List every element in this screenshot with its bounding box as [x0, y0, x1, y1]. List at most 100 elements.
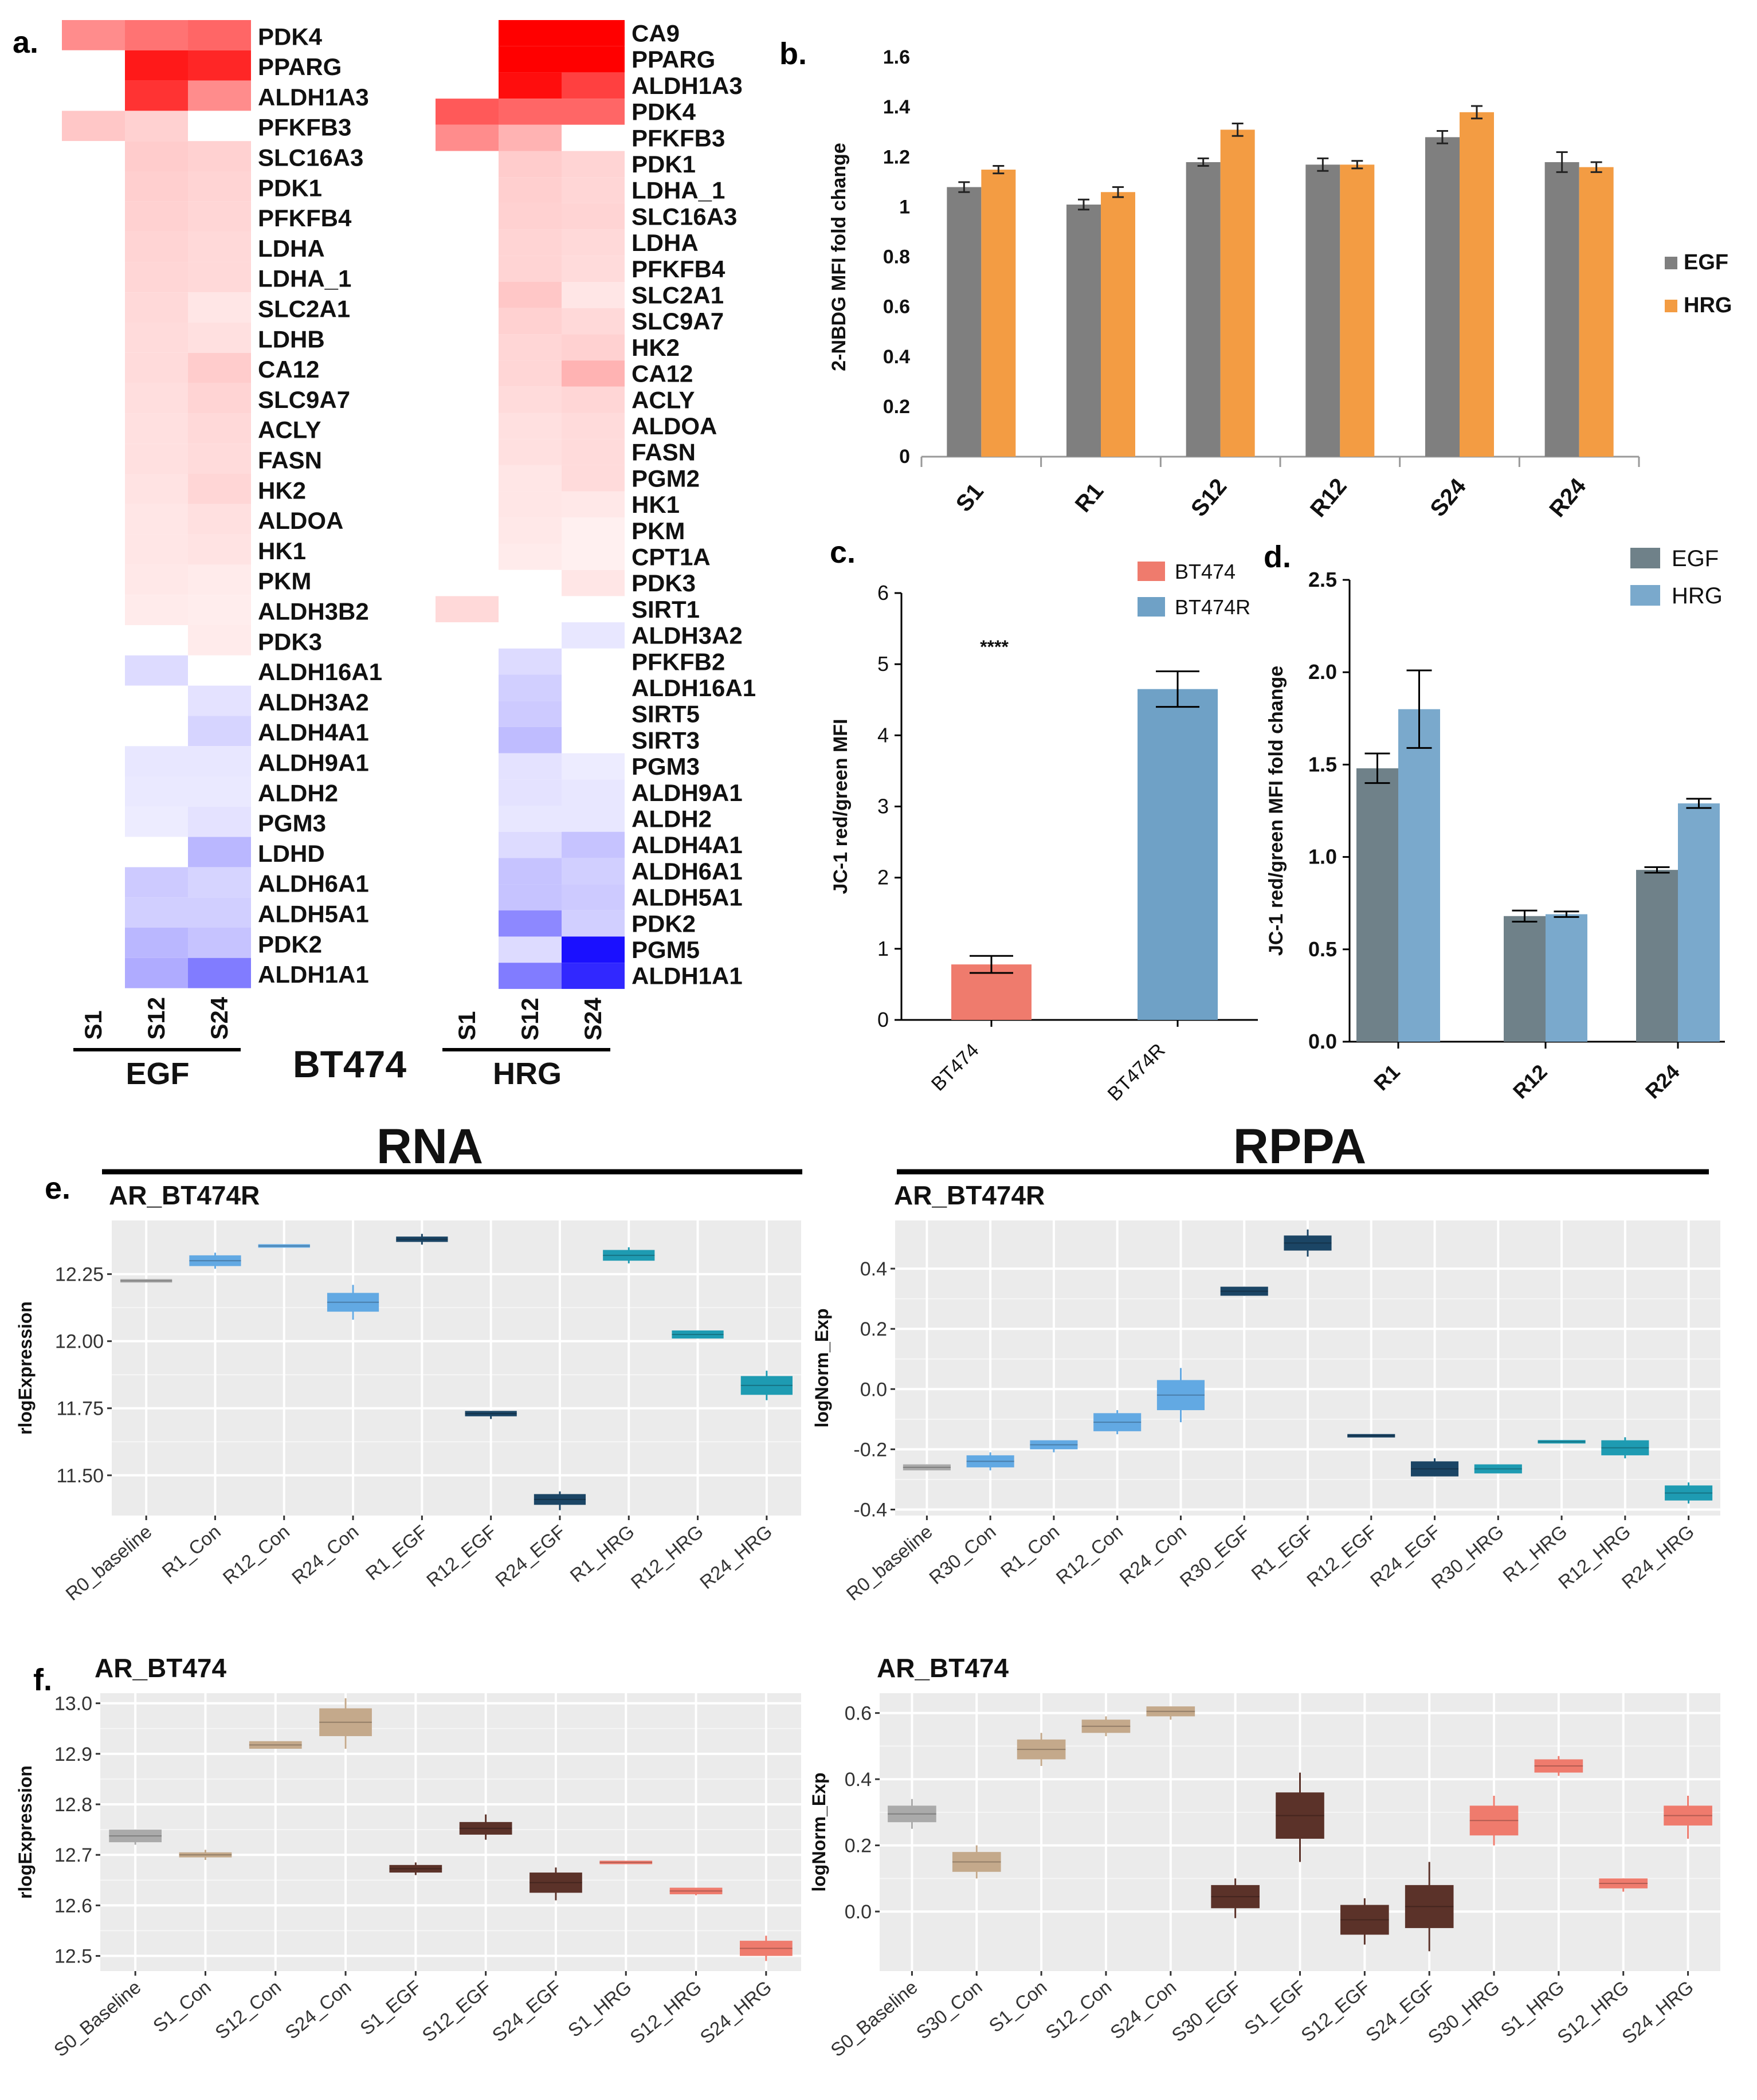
bar-egf	[1186, 162, 1221, 457]
box	[1093, 1413, 1142, 1431]
gene-label: SLC9A7	[258, 386, 350, 413]
heatmap-cell	[125, 746, 188, 776]
heatmap-cell	[125, 292, 188, 323]
gene-label: SIRT3	[632, 727, 700, 753]
heatmap-cell	[499, 413, 562, 439]
heatmap-cell	[436, 72, 499, 99]
box	[739, 1941, 793, 1956]
x-tick-label: S30_Con	[912, 1976, 986, 2043]
y-tick-label: 6	[877, 581, 889, 605]
heatmap-cell	[62, 957, 125, 988]
heatmap-cell	[62, 20, 125, 50]
gene-label: PDK1	[258, 174, 322, 201]
heatmap-cell	[436, 46, 499, 73]
x-tick-label: R12	[1508, 1060, 1552, 1104]
heatmap-cell	[62, 746, 125, 776]
x-tick-label: R12_EGF	[1303, 1521, 1380, 1591]
x-tick-label: S12_Con	[1041, 1976, 1115, 2043]
heatmap-cell	[436, 256, 499, 282]
x-tick-label: S0_Baseline	[50, 1976, 145, 2060]
gene-label: ALDH1A3	[258, 84, 369, 111]
gene-label: SLC16A3	[258, 144, 363, 171]
heatmap-cell	[436, 386, 499, 413]
heatmap-cell	[62, 595, 125, 625]
legend-label: EGF	[1684, 250, 1728, 274]
gene-label: ALDH3B2	[258, 598, 369, 625]
y-tick-label: 12.9	[54, 1744, 92, 1765]
x-tick-label: R1_EGF	[362, 1521, 432, 1584]
gene-label: ALDH9A1	[632, 779, 743, 806]
heatmap-cell	[562, 439, 625, 465]
chart-f-rppa: 0.00.20.40.6S0_BaselineS30_ConS1_ConS12_…	[809, 1653, 1720, 2060]
y-axis-label: 2-NBDG MFI fold change	[828, 143, 850, 371]
bar-hrg	[1460, 112, 1494, 457]
heatmap-cell	[125, 50, 188, 81]
heatmap-cell	[188, 685, 251, 716]
x-tick-label: R1	[1070, 478, 1109, 517]
heatmap-cell	[436, 124, 499, 151]
box	[459, 1822, 512, 1835]
heatmap-cell	[499, 282, 562, 308]
panel-label-b: b.	[779, 37, 807, 71]
y-tick-label: 0.0	[845, 1901, 872, 1923]
heatmap-cell	[562, 360, 625, 387]
y-tick-label: 0.2	[883, 396, 910, 418]
gene-label: PGM5	[632, 936, 700, 963]
gene-label: PDK3	[258, 628, 322, 655]
heatmap-cell	[62, 201, 125, 232]
heatmap-column-label: S12	[516, 998, 543, 1041]
panel-label-a: a.	[13, 25, 38, 60]
heatmap-cell	[562, 413, 625, 439]
x-tick-label: S12_EGF	[418, 1976, 495, 2046]
gene-label: HK1	[258, 537, 306, 564]
gene-label: SLC2A1	[632, 281, 724, 308]
y-axis-label: logNorm_Exp	[809, 1772, 829, 1891]
heatmap-cell	[562, 884, 625, 910]
box	[1469, 1805, 1519, 1836]
heatmap-cell	[125, 111, 188, 142]
box	[1220, 1286, 1268, 1296]
box	[1276, 1792, 1324, 1839]
gene-label: ALDH4A1	[632, 831, 743, 858]
y-tick-label: 5	[877, 652, 889, 676]
heatmap-cell	[125, 262, 188, 293]
gene-label: CA12	[258, 356, 319, 383]
bar-egf	[1425, 137, 1460, 457]
box	[1156, 1380, 1205, 1411]
heatmap-cell	[125, 625, 188, 655]
y-tick-label: 2	[877, 866, 889, 889]
heatmap-column-label: S24	[579, 998, 606, 1041]
gene-label: PDK1	[632, 151, 696, 178]
x-tick-label: S1_Con	[985, 1976, 1050, 2036]
heatmap-cell	[436, 648, 499, 675]
gene-label: ALDH5A1	[258, 900, 369, 927]
panel-label-e: e.	[45, 1171, 70, 1206]
bar-hrg	[1546, 914, 1587, 1042]
heatmap-cell	[436, 203, 499, 230]
x-tick-label: S24_Con	[1106, 1976, 1180, 2043]
heatmap-cell	[562, 491, 625, 518]
heatmap-cell	[62, 413, 125, 444]
box	[599, 1860, 653, 1865]
heatmap-cell	[436, 753, 499, 780]
chart-title: AR_BT474	[95, 1653, 227, 1683]
heatmap-cell	[562, 334, 625, 361]
heatmap-cell	[188, 292, 251, 323]
gene-label: ALDH2	[258, 779, 338, 806]
heatmap-column-label: S24	[206, 996, 233, 1039]
box	[1405, 1885, 1454, 1928]
y-tick-label: 12.8	[54, 1794, 92, 1816]
heatmap-cell	[125, 957, 188, 988]
chart-d-jc1-fold: 0.0 0.5 1.0 1.5 2.0 2.5 JC-1 red/green MFI fol…	[1265, 546, 1725, 1103]
heatmap-cell	[562, 779, 625, 806]
gene-label: ALDH2	[632, 805, 712, 832]
heatmap-cell	[188, 837, 251, 868]
heatmap-cell	[62, 292, 125, 323]
heatmap-cell	[125, 201, 188, 232]
heatmap-cell	[436, 806, 499, 832]
heatmap-cell	[436, 701, 499, 727]
heatmap-cell	[499, 20, 562, 46]
heatmap-cell	[188, 443, 251, 474]
